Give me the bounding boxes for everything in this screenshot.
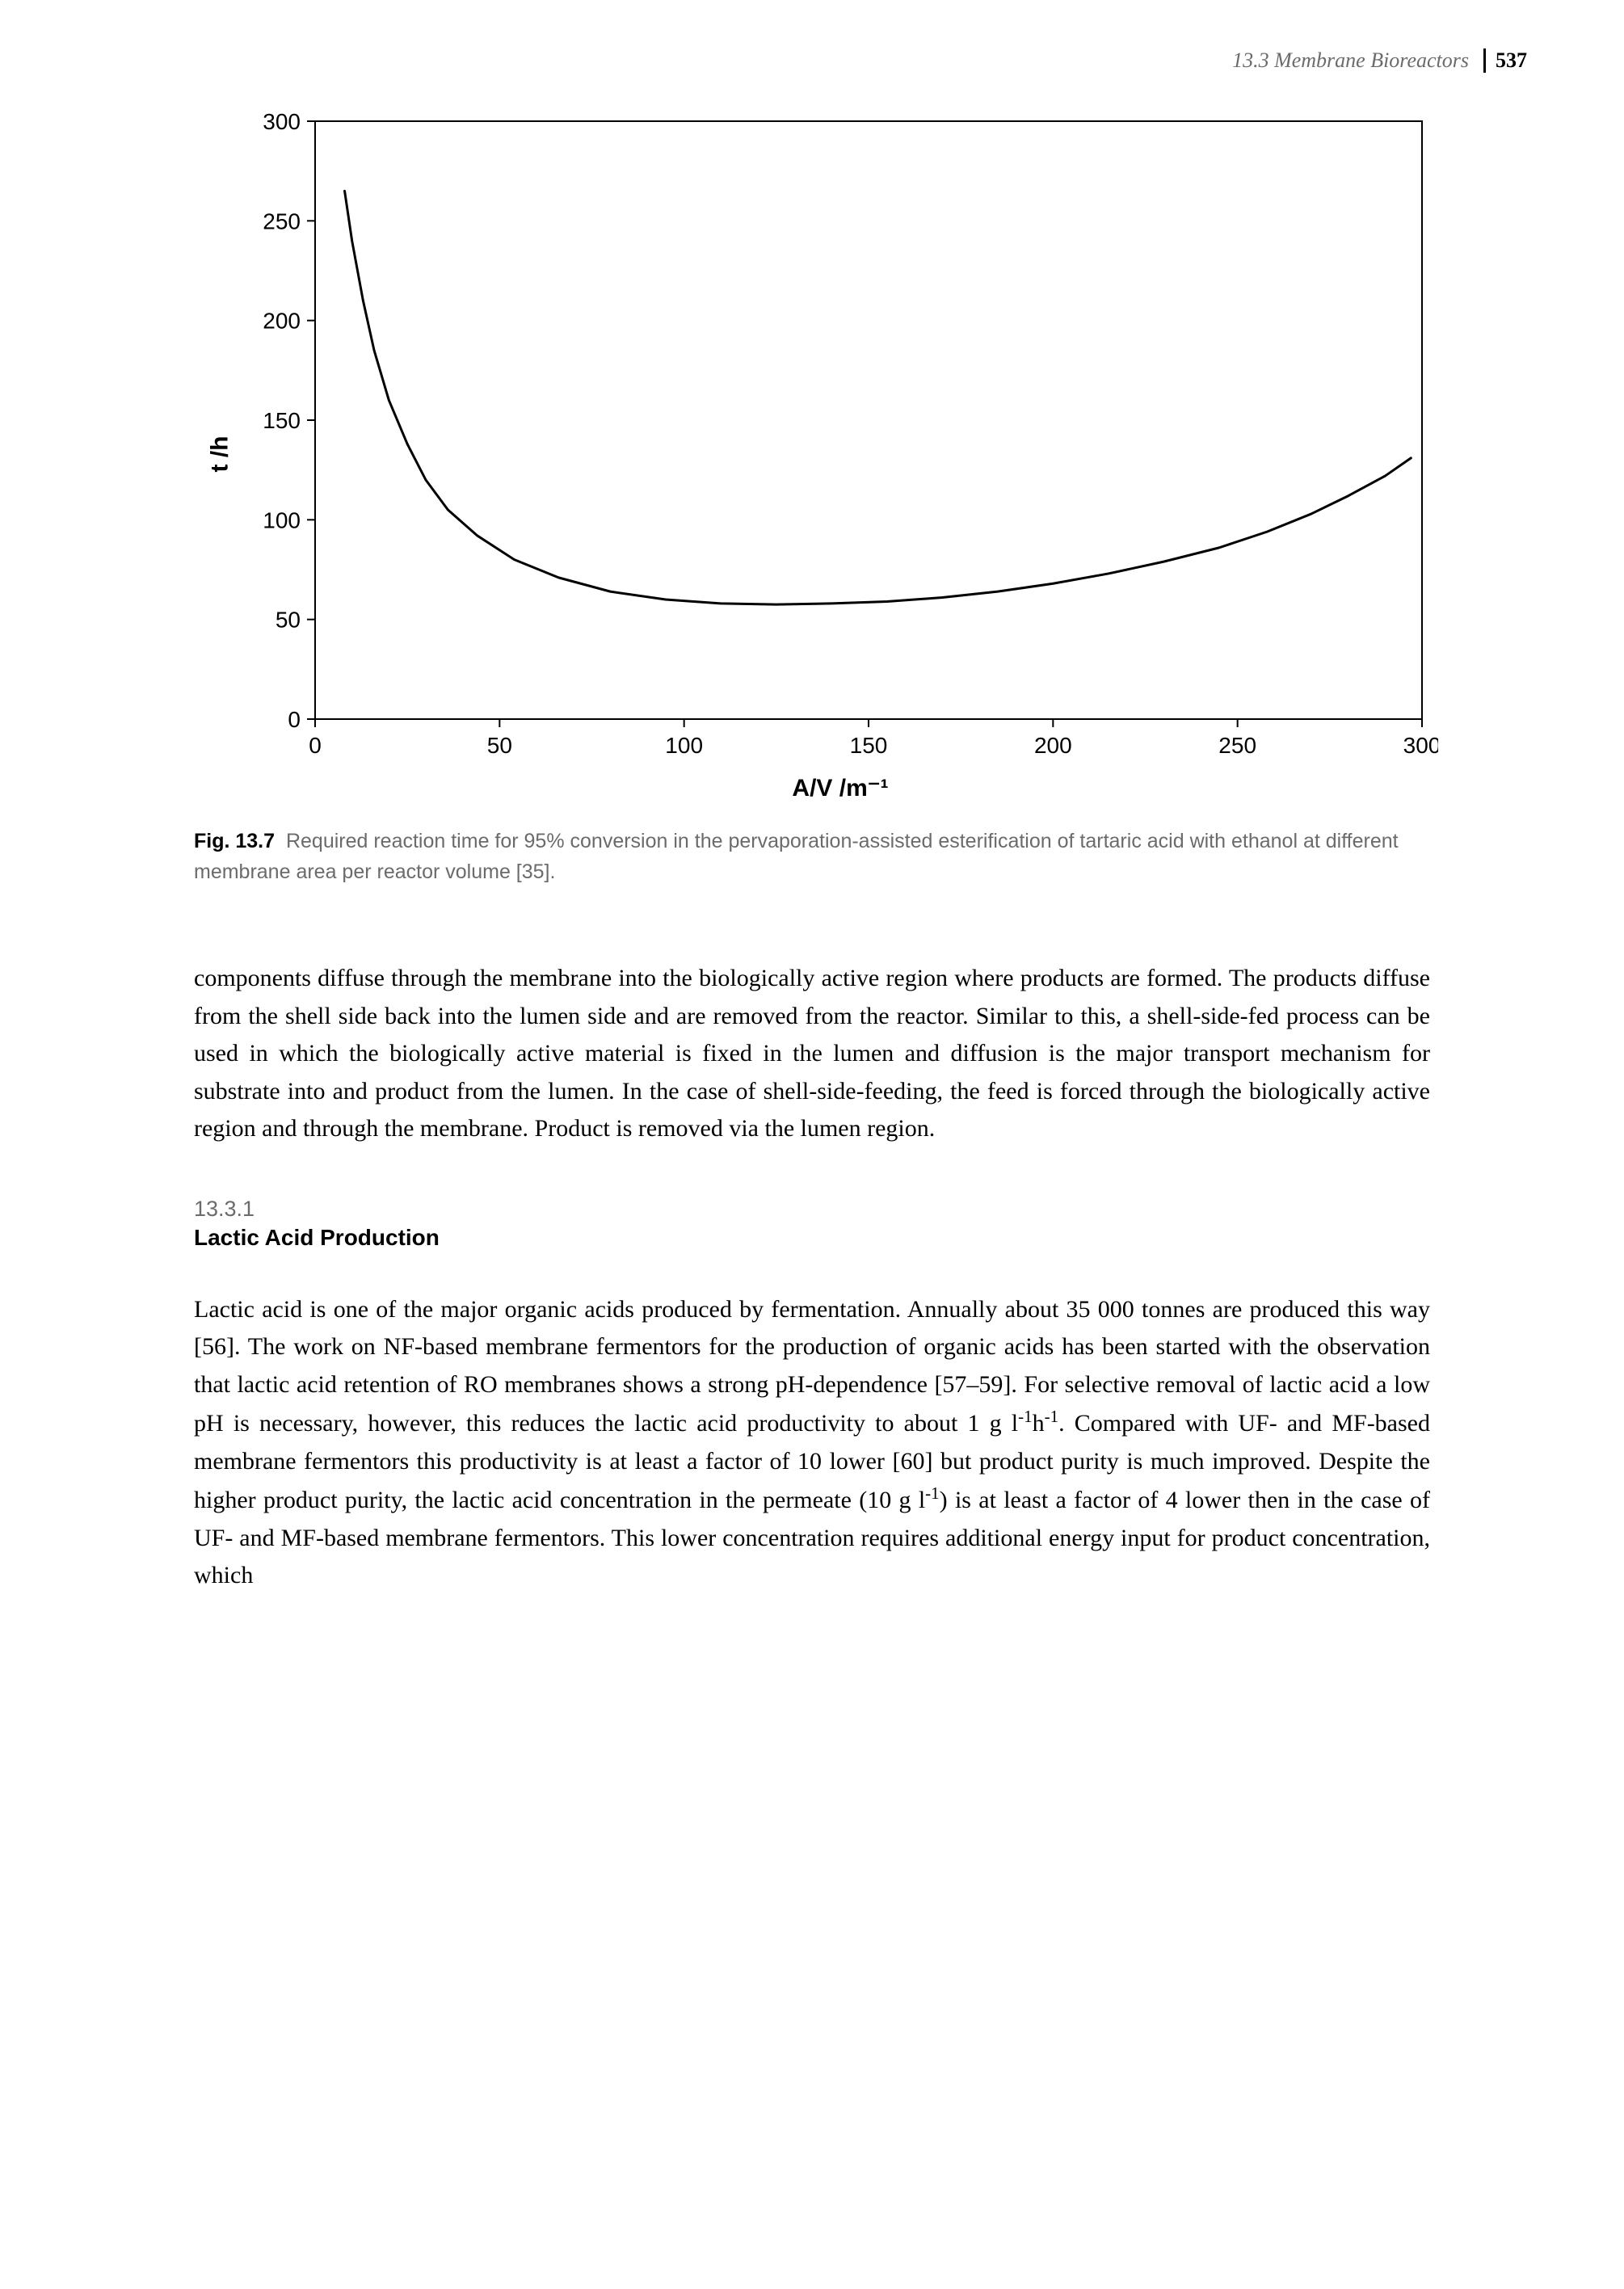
body-paragraph-2: Lactic acid is one of the major organic … bbox=[194, 1291, 1430, 1595]
caption-label: Fig. 13.7 bbox=[194, 830, 275, 852]
caption-text: Required reaction time for 95% conversio… bbox=[194, 830, 1399, 883]
x-axis-label: A/V /m⁻¹ bbox=[242, 774, 1438, 802]
svg-text:50: 50 bbox=[276, 608, 301, 633]
svg-text:0: 0 bbox=[309, 733, 322, 758]
svg-text:300: 300 bbox=[263, 109, 301, 134]
svg-text:0: 0 bbox=[288, 707, 301, 732]
page-header: 13.3 Membrane Bioreactors 537 bbox=[97, 48, 1527, 73]
svg-text:200: 200 bbox=[1034, 733, 1072, 758]
svg-text:200: 200 bbox=[263, 309, 301, 334]
figure-caption: Fig. 13.7 Required reaction time for 95%… bbox=[194, 827, 1430, 887]
svg-text:50: 50 bbox=[487, 733, 512, 758]
p2-b: h bbox=[1033, 1410, 1045, 1437]
svg-text:300: 300 bbox=[1403, 733, 1438, 758]
figure-chart: t /h 05010015020025030005010015020025030… bbox=[242, 105, 1527, 802]
svg-text:150: 150 bbox=[850, 733, 888, 758]
y-axis-label: t /h bbox=[207, 435, 234, 472]
body-paragraph-1: components diffuse through the membrane … bbox=[194, 960, 1430, 1148]
svg-text:150: 150 bbox=[263, 408, 301, 433]
svg-text:250: 250 bbox=[263, 208, 301, 234]
section-number: 13.3.1 bbox=[194, 1197, 1430, 1222]
header-section: 13.3 Membrane Bioreactors bbox=[1232, 48, 1469, 73]
svg-text:100: 100 bbox=[263, 507, 301, 532]
page-number: 537 bbox=[1483, 48, 1527, 73]
line-chart-svg: 0 50 100 150 200 250 300 0 50 100 150 200 250 300 bbox=[242, 105, 1438, 768]
svg-text:250: 250 bbox=[1218, 733, 1256, 758]
svg-text:100: 100 bbox=[665, 733, 703, 758]
section-title: Lactic Acid Production bbox=[194, 1225, 1430, 1251]
